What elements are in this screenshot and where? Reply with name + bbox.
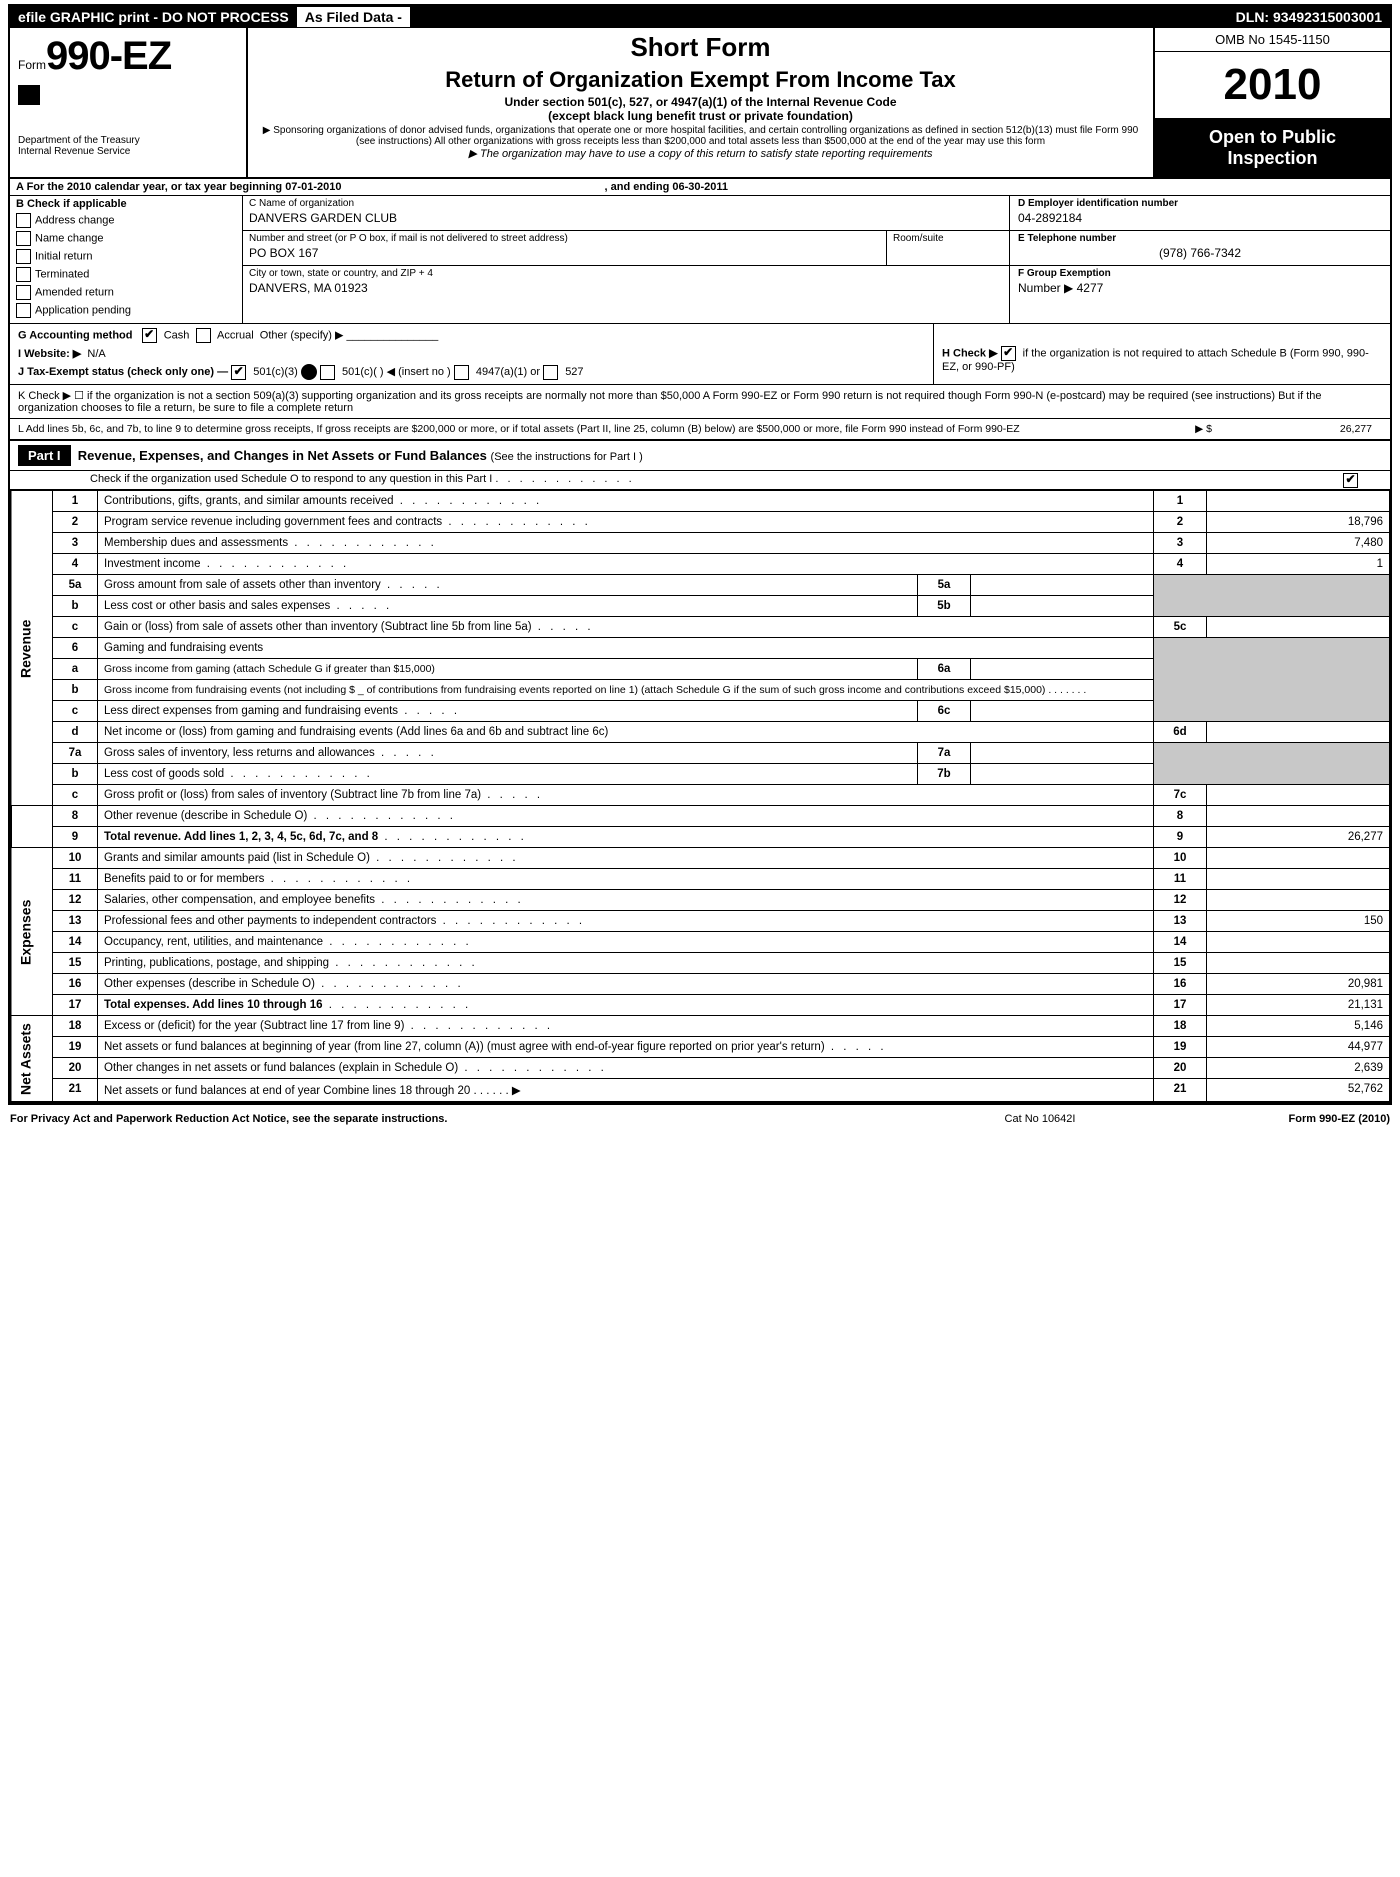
net-assets-side-label: Net Assets xyxy=(11,1016,53,1102)
part-1-schedule-o-check: Check if the organization used Schedule … xyxy=(10,471,1390,490)
footer-privacy: For Privacy Act and Paperwork Reduction … xyxy=(10,1113,890,1125)
grey-block-6 xyxy=(1154,638,1390,722)
line-3-value: 7,480 xyxy=(1207,533,1390,554)
website-value: N/A xyxy=(87,348,105,360)
page-footer: For Privacy Act and Paperwork Reduction … xyxy=(2,1109,1398,1129)
chk-501c3[interactable]: ✔ xyxy=(231,365,246,380)
ein-value: 04-2892184 xyxy=(1018,211,1382,225)
omb-number: OMB No 1545-1150 xyxy=(1155,28,1390,52)
chk-address-change[interactable] xyxy=(16,213,31,228)
header-right: OMB No 1545-1150 2010 Open to Public Ins… xyxy=(1153,28,1390,177)
line-13-value: 150 xyxy=(1207,911,1390,932)
line-7c-value xyxy=(1207,785,1390,806)
chk-pending[interactable] xyxy=(16,303,31,318)
line-18-value: 5,146 xyxy=(1207,1016,1390,1037)
part-1-table: Revenue 1 Contributions, gifts, grants, … xyxy=(10,490,1390,1102)
subtitle: Under section 501(c), 527, or 4947(a)(1)… xyxy=(256,95,1145,109)
line-6c-value xyxy=(971,701,1154,722)
form-header: Form990-EZ Department of the Treasury In… xyxy=(10,28,1390,179)
header-left: Form990-EZ Department of the Treasury In… xyxy=(10,28,248,177)
sponsor-note: ▶ Sponsoring organizations of donor advi… xyxy=(256,125,1145,147)
irs-eagle-icon xyxy=(18,85,40,105)
chk-amended[interactable] xyxy=(16,285,31,300)
line-15-value xyxy=(1207,953,1390,974)
line-19-value: 44,977 xyxy=(1207,1037,1390,1058)
line-7a-value xyxy=(971,743,1154,764)
tax-year: 2010 xyxy=(1155,52,1390,119)
chk-accrual[interactable] xyxy=(196,328,211,343)
line-9-value: 26,277 xyxy=(1207,827,1390,848)
topbar-dln: DLN: 93492315003001 xyxy=(1228,7,1390,27)
chk-schedule-b[interactable]: ✔ xyxy=(1001,346,1016,361)
header-center: Short Form Return of Organization Exempt… xyxy=(248,28,1153,177)
chk-501c[interactable] xyxy=(320,365,335,380)
revenue-side-label: Revenue xyxy=(11,491,53,806)
efile-topbar: efile GRAPHIC print - DO NOT PROCESS As … xyxy=(10,6,1390,28)
row-l: L Add lines 5b, 6c, and 7b, to line 9 to… xyxy=(10,419,1390,441)
row-g-i-j-h: G Accounting method ✔ Cash Accrual Other… xyxy=(10,324,1390,385)
form-prefix: Form xyxy=(18,58,46,72)
line-20-value: 2,639 xyxy=(1207,1058,1390,1079)
telephone-value: (978) 766-7342 xyxy=(1018,246,1382,260)
section-b-c-d: B Check if applicable Address change Nam… xyxy=(10,196,1390,324)
chk-cash[interactable]: ✔ xyxy=(142,328,157,343)
part-1-header: Part I xyxy=(18,445,71,466)
row-a-taxyear: A For the 2010 calendar year, or tax yea… xyxy=(10,179,1390,196)
dept-treasury: Department of the Treasury xyxy=(18,135,238,146)
chk-terminated[interactable] xyxy=(16,267,31,282)
chk-4947[interactable] xyxy=(454,365,469,380)
help-icon xyxy=(301,364,317,380)
chk-name-change[interactable] xyxy=(16,231,31,246)
gross-receipts-value: 26,277 xyxy=(1212,423,1382,435)
grey-block-7 xyxy=(1154,743,1390,785)
line-1-value xyxy=(1207,491,1390,512)
line-17-value: 21,131 xyxy=(1207,995,1390,1016)
line-6d-value xyxy=(1207,722,1390,743)
form-990ez-page: efile GRAPHIC print - DO NOT PROCESS As … xyxy=(8,4,1392,1105)
group-exemption: 4277 xyxy=(1077,281,1104,295)
line-8-value xyxy=(1207,806,1390,827)
line-11-value xyxy=(1207,869,1390,890)
line-2-value: 18,796 xyxy=(1207,512,1390,533)
column-d-ids: D Employer identification number 04-2892… xyxy=(1009,196,1390,323)
line-10-value xyxy=(1207,848,1390,869)
short-form-label: Short Form xyxy=(256,32,1145,63)
line-4-value: 1 xyxy=(1207,554,1390,575)
irs-label: Internal Revenue Service xyxy=(18,146,238,157)
line-6a-value xyxy=(971,659,1154,680)
line-14-value xyxy=(1207,932,1390,953)
except-label: (except black lung benefit trust or priv… xyxy=(256,109,1145,123)
h-section: H Check ▶ ✔ if the organization is not r… xyxy=(933,324,1390,384)
line-5a-value xyxy=(971,575,1154,596)
line-5c-value xyxy=(1207,617,1390,638)
part-1: Part I Revenue, Expenses, and Changes in… xyxy=(10,441,1390,1103)
chk-527[interactable] xyxy=(543,365,558,380)
topbar-left: efile GRAPHIC print - DO NOT PROCESS xyxy=(10,7,297,27)
org-city: DANVERS, MA 01923 xyxy=(249,281,1003,295)
column-c-org: C Name of organization DANVERS GARDEN CL… xyxy=(243,196,1009,323)
main-title: Return of Organization Exempt From Incom… xyxy=(256,67,1145,93)
line-16-value: 20,981 xyxy=(1207,974,1390,995)
line-21-value: 52,762 xyxy=(1207,1079,1390,1102)
expenses-side-label: Expenses xyxy=(11,848,53,1016)
org-address: PO BOX 167 xyxy=(249,246,880,260)
chk-schedule-o-p1[interactable]: ✔ xyxy=(1343,473,1358,488)
grey-block-5 xyxy=(1154,575,1390,617)
state-note: ▶ The organization may have to use a cop… xyxy=(256,147,1145,160)
chk-initial-return[interactable] xyxy=(16,249,31,264)
row-k: K Check ▶ ☐ if the organization is not a… xyxy=(10,385,1390,419)
org-name: DANVERS GARDEN CLUB xyxy=(249,211,1003,225)
form-number: 990-EZ xyxy=(46,34,171,78)
column-b-checkboxes: B Check if applicable Address change Nam… xyxy=(10,196,243,323)
line-7b-value xyxy=(971,764,1154,785)
footer-cat-no: Cat No 10642I xyxy=(890,1113,1190,1125)
footer-form-no: Form 990-EZ (2010) xyxy=(1190,1113,1390,1125)
line-5b-value xyxy=(971,596,1154,617)
open-public-box: Open to Public Inspection xyxy=(1155,119,1390,177)
line-12-value xyxy=(1207,890,1390,911)
topbar-mid: As Filed Data - xyxy=(297,7,410,27)
